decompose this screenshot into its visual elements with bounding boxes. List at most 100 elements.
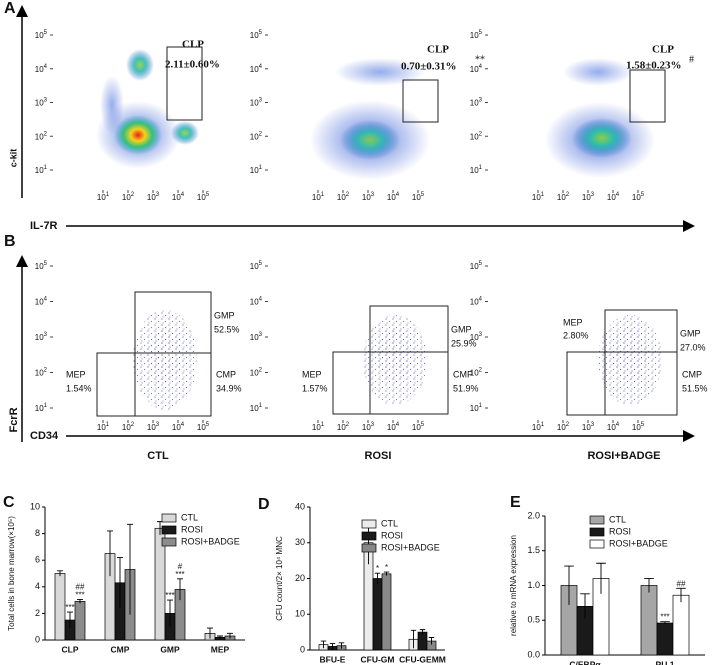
tick-label: 102 xyxy=(122,422,135,433)
tick-label: 103 xyxy=(362,192,375,203)
tick-label: 105 xyxy=(197,192,210,203)
tick-exponent: 5 xyxy=(259,261,263,267)
tick-label: 104 xyxy=(250,63,263,74)
panel-label: B xyxy=(4,233,16,250)
tick-exponent: 3 xyxy=(44,97,48,103)
gate-name: MEP xyxy=(563,317,583,327)
tick-exponent: 1 xyxy=(479,403,483,409)
tick-label: 101 xyxy=(97,192,110,203)
tick-exponent: 5 xyxy=(421,192,425,198)
error-bar xyxy=(660,621,670,625)
tick-label: 105 xyxy=(412,192,425,203)
tick-base: 10 xyxy=(557,193,566,202)
tick-base: 10 xyxy=(337,193,346,202)
tick-exponent: 5 xyxy=(259,30,263,36)
x-tick-label: BFU-E xyxy=(320,654,346,664)
tick-base: 10 xyxy=(470,132,479,141)
tick-base: 10 xyxy=(470,262,479,271)
tick-label: 105 xyxy=(250,261,263,272)
gate-value: 1.57% xyxy=(302,383,328,393)
tick-exponent: 1 xyxy=(44,403,48,409)
tick-base: 10 xyxy=(412,423,421,432)
bar xyxy=(656,622,674,656)
tick-label: 102 xyxy=(250,131,263,142)
x-tick-label: CLP xyxy=(62,644,79,654)
tick-base: 10 xyxy=(97,423,106,432)
bar xyxy=(672,594,690,656)
x-tick-label: MEP xyxy=(211,644,230,654)
gate xyxy=(134,352,212,417)
tick-label: 101 xyxy=(532,192,545,203)
tick-label: 103 xyxy=(470,332,483,343)
legend-swatch xyxy=(589,539,605,549)
gate xyxy=(402,79,439,123)
y-tick-label: 4 xyxy=(35,581,40,591)
axis-label: CD34 xyxy=(30,430,59,442)
tick-exponent: 2 xyxy=(479,131,483,137)
tick-exponent: 2 xyxy=(44,131,48,137)
bar xyxy=(74,601,86,641)
tick-base: 10 xyxy=(147,193,156,202)
error-bar xyxy=(338,642,345,649)
tick-exponent: 1 xyxy=(44,165,48,171)
gate-name: GMP xyxy=(214,310,235,320)
tick-label: 101 xyxy=(470,165,483,176)
tick-label: 101 xyxy=(470,403,483,414)
tick-label: 101 xyxy=(532,422,545,433)
significance: ** xyxy=(475,54,485,65)
gate-value: 51.9% xyxy=(453,383,479,393)
tick-base: 10 xyxy=(35,298,44,307)
error-bar xyxy=(419,629,426,635)
tick-label: 103 xyxy=(250,97,263,108)
density xyxy=(171,121,199,145)
tick-exponent: 5 xyxy=(421,422,425,428)
x-tick-label: CMP xyxy=(111,644,130,654)
tick-label: 102 xyxy=(337,422,350,433)
gate-value: 34.9% xyxy=(216,383,242,393)
tick-base: 10 xyxy=(35,369,44,378)
y-tick-label: 20 xyxy=(295,573,305,583)
gate xyxy=(629,69,666,123)
gate-value: 51.5% xyxy=(682,383,708,393)
y-tick-label: 0 xyxy=(300,644,305,654)
error-bar xyxy=(177,578,183,601)
tick-base: 10 xyxy=(362,423,371,432)
tick-exponent: 1 xyxy=(259,165,263,171)
tick-label: 104 xyxy=(35,63,48,74)
tick-exponent: 4 xyxy=(396,192,400,198)
significance: ## xyxy=(76,583,85,592)
tick-label: 104 xyxy=(387,422,400,433)
tick-exponent: 5 xyxy=(641,422,645,428)
y-tick-label: 1.5 xyxy=(527,545,540,555)
tick-label: 103 xyxy=(35,97,48,108)
tick-label: 101 xyxy=(312,192,325,203)
tick-label: 105 xyxy=(35,30,48,41)
significance: *** xyxy=(165,591,174,600)
gate-value: 2.80% xyxy=(563,330,589,340)
tick-base: 10 xyxy=(250,333,259,342)
density xyxy=(114,115,162,155)
tick-base: 10 xyxy=(35,166,44,175)
tick-base: 10 xyxy=(172,423,181,432)
legend-swatch xyxy=(361,531,377,541)
tick-label: 101 xyxy=(35,403,48,414)
tick-base: 10 xyxy=(197,193,206,202)
tick-exponent: 3 xyxy=(156,192,160,198)
tick-base: 10 xyxy=(582,193,591,202)
tick-exponent: 2 xyxy=(131,422,135,428)
error-bar xyxy=(644,578,654,593)
y-axis-label: relative to mRNA expression xyxy=(509,535,518,636)
error-bar xyxy=(167,599,173,627)
tick-base: 10 xyxy=(470,31,479,40)
x-tick-label: GMP xyxy=(160,644,180,654)
gate-value: 1.54% xyxy=(66,383,92,393)
tick-exponent: 4 xyxy=(259,63,263,69)
gate xyxy=(96,352,136,417)
tick-label: 102 xyxy=(470,367,483,378)
legend-label: CTL xyxy=(181,512,198,522)
tick-base: 10 xyxy=(35,132,44,141)
tick-label: 105 xyxy=(412,422,425,433)
gate-name: CMP xyxy=(453,369,473,379)
tick-base: 10 xyxy=(35,31,44,40)
tick-base: 10 xyxy=(250,31,259,40)
